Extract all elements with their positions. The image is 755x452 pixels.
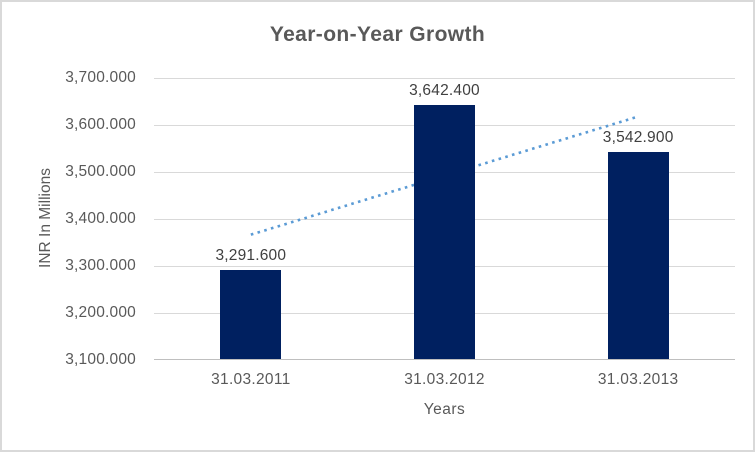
y-tick-label: 3,700.000 (65, 69, 136, 86)
y-tick-label: 3,600.000 (65, 116, 136, 133)
trendline (250, 115, 639, 236)
y-tick-label: 3,500.000 (65, 163, 136, 180)
x-axis-title: Years (423, 401, 466, 418)
bar-data-label: 3,291.600 (215, 246, 287, 264)
bar-31.03.2011 (220, 269, 282, 359)
y-tick-label: 3,400.000 (65, 210, 136, 227)
bar-data-label: 3,642.400 (409, 82, 480, 100)
bar-data-label: 3,542.900 (602, 128, 674, 146)
plot-area: 3,291.600 3,642.400 3,542.900 (154, 78, 735, 360)
y-tick-label: 3,300.000 (65, 257, 136, 274)
gridline (154, 78, 735, 79)
bar-31.03.2013 (607, 151, 669, 359)
bar-31.03.2012 (414, 105, 475, 359)
y-tick-label: 3,100.000 (65, 351, 136, 368)
y-tick-label: 3,200.000 (65, 304, 136, 321)
x-tick-label: 31.03.2013 (597, 371, 679, 388)
chart-title: Year-on-Year Growth (269, 23, 486, 46)
x-axis-line (154, 359, 735, 360)
x-tick-label: 31.03.2012 (404, 371, 485, 388)
x-tick-label: 31.03.2011 (211, 371, 291, 388)
